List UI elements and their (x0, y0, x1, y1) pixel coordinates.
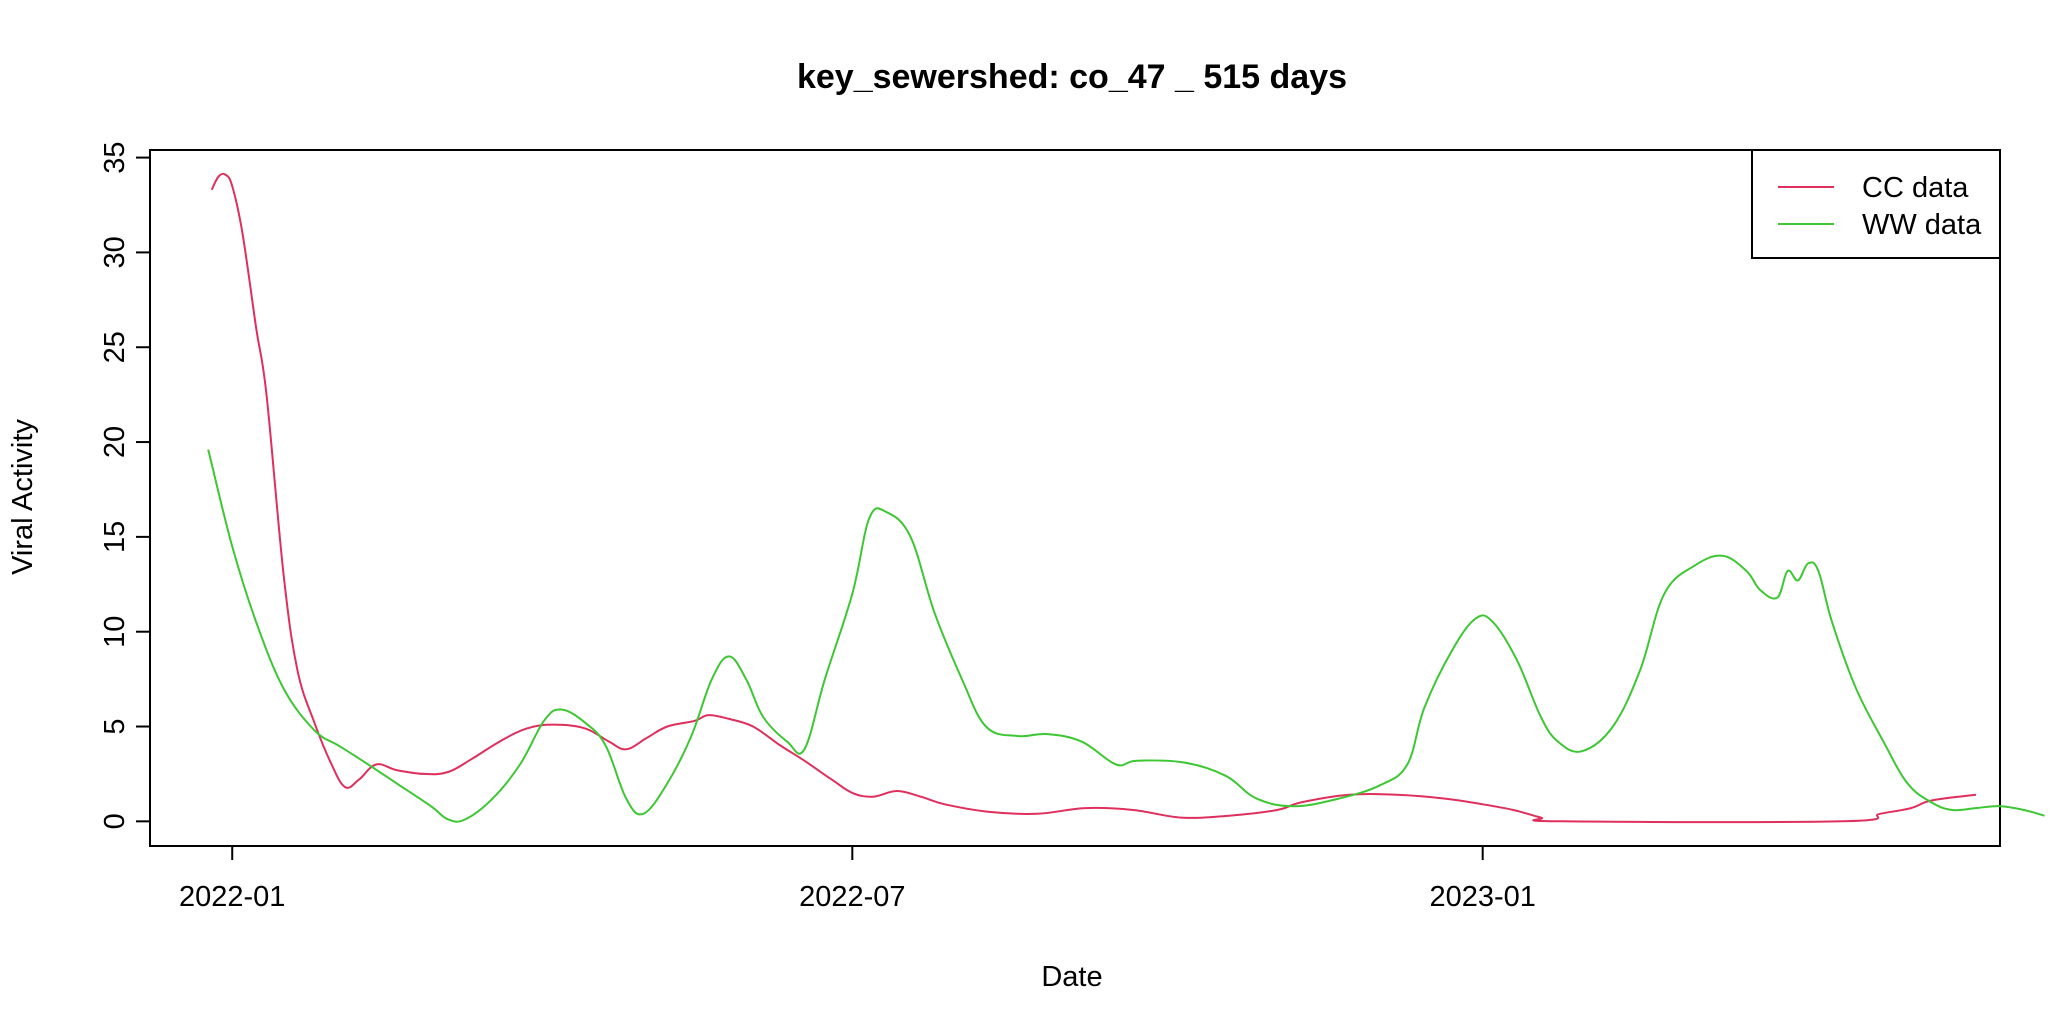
y-tick-label: 30 (99, 236, 131, 268)
y-tick-label: 20 (99, 426, 131, 458)
y-axis: 0 5 10 15 20 25 30 35 (99, 141, 151, 829)
y-tick-label: 5 (99, 718, 131, 734)
y-tick-label: 35 (99, 141, 131, 173)
x-tick-label: 2023-01 (1429, 881, 1535, 913)
y-tick-label: 25 (99, 331, 131, 363)
y-tick-label: 15 (99, 521, 131, 553)
chart-title: key_sewershed: co_47 _ 515 days (797, 58, 1347, 96)
y-tick-label: 10 (99, 616, 131, 648)
x-axis-label: Date (1041, 961, 1102, 993)
legend-box (1751, 149, 2001, 259)
legend-label: WW data (1862, 209, 1982, 241)
y-axis-label: Viral Activity (7, 419, 39, 575)
x-axis: 2022-01 2022-07 2023-01 (179, 845, 1536, 913)
plot-area (149, 149, 2001, 847)
series-layer (207, 172, 2045, 824)
series-line-ww-data (207, 449, 2045, 823)
x-tick-label: 2022-07 (799, 881, 905, 913)
x-tick-label: 2022-01 (179, 881, 285, 913)
legend-label: CC data (1862, 172, 1969, 204)
legend: CC data WW data (1751, 149, 2001, 259)
series-line-cc-data (210, 172, 1977, 824)
y-tick-label: 0 (99, 813, 131, 829)
plot-frame (149, 149, 2001, 847)
